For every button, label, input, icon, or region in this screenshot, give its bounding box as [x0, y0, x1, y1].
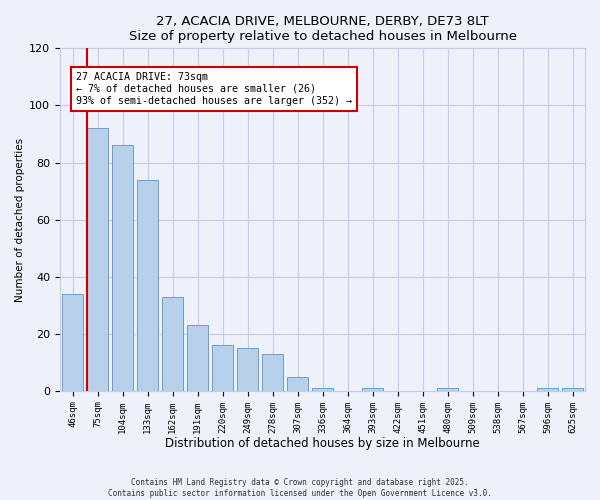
Bar: [537, 388, 558, 391]
Bar: [312, 388, 333, 391]
Bar: [362, 388, 383, 391]
Bar: [112, 146, 133, 391]
Bar: [187, 325, 208, 391]
Bar: [87, 128, 108, 391]
Bar: [162, 296, 183, 391]
Bar: [437, 388, 458, 391]
Bar: [287, 376, 308, 391]
Bar: [137, 180, 158, 391]
Text: Contains HM Land Registry data © Crown copyright and database right 2025.
Contai: Contains HM Land Registry data © Crown c…: [108, 478, 492, 498]
Text: 27 ACACIA DRIVE: 73sqm
← 7% of detached houses are smaller (26)
93% of semi-deta: 27 ACACIA DRIVE: 73sqm ← 7% of detached …: [76, 72, 352, 106]
Y-axis label: Number of detached properties: Number of detached properties: [15, 138, 25, 302]
Bar: [562, 388, 583, 391]
X-axis label: Distribution of detached houses by size in Melbourne: Distribution of detached houses by size …: [165, 437, 480, 450]
Bar: [237, 348, 258, 391]
Bar: [212, 345, 233, 391]
Bar: [62, 294, 83, 391]
Bar: [262, 354, 283, 391]
Title: 27, ACACIA DRIVE, MELBOURNE, DERBY, DE73 8LT
Size of property relative to detach: 27, ACACIA DRIVE, MELBOURNE, DERBY, DE73…: [128, 15, 517, 43]
